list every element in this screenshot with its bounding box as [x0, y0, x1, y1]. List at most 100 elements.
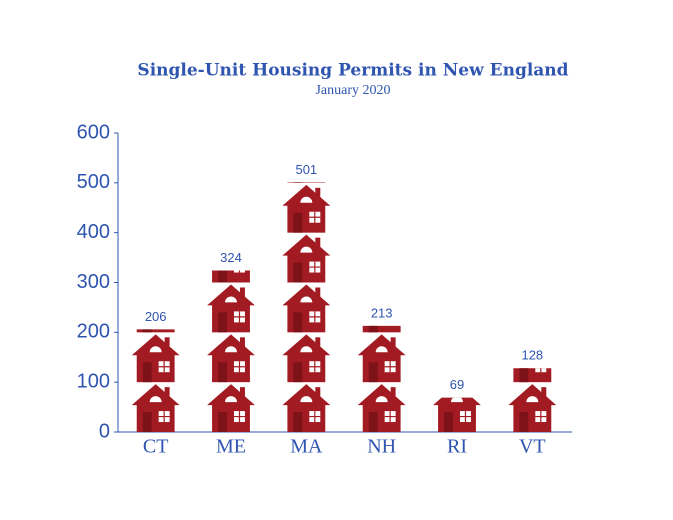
- value-label: 128: [521, 348, 543, 363]
- house-door: [142, 329, 152, 333]
- house-chimney: [541, 337, 546, 347]
- house-door: [142, 362, 152, 383]
- house-roof: [131, 384, 180, 406]
- house-chimney: [315, 287, 321, 298]
- house-chimney: [239, 337, 245, 348]
- house-roof: [282, 234, 331, 256]
- house-fan: [225, 346, 237, 353]
- house-roof: [282, 284, 331, 306]
- x-tick-label: CT: [143, 436, 169, 458]
- house-roof: [207, 284, 255, 306]
- house-chimney: [240, 238, 245, 248]
- house-roof: [508, 384, 557, 406]
- house-fan: [300, 346, 313, 353]
- house-fan: [225, 396, 237, 403]
- x-tick-label: ME: [216, 436, 246, 458]
- value-label: 324: [220, 250, 242, 265]
- house-door: [293, 362, 303, 383]
- house-fan: [149, 396, 162, 403]
- house-door: [444, 412, 454, 432]
- chart-subtitle: January 2020: [315, 83, 390, 98]
- house-roof: [282, 384, 331, 406]
- house-chimney: [164, 387, 170, 398]
- house-fan: [300, 296, 313, 303]
- house-fan: [526, 396, 539, 403]
- x-tick-label: RI: [447, 436, 467, 458]
- house-chimney: [466, 387, 471, 397]
- chart-title: Single-Unit Housing Permits in New Engla…: [137, 61, 568, 81]
- house-fan: [300, 147, 312, 153]
- house-fan: [149, 346, 162, 353]
- bar: [131, 284, 180, 432]
- value-label: 213: [371, 305, 393, 320]
- house-body: [287, 182, 326, 183]
- house-chimney: [315, 237, 321, 248]
- house-fan: [300, 396, 313, 403]
- house-door: [519, 412, 529, 432]
- house-chimney: [391, 287, 396, 297]
- house-door: [142, 412, 152, 432]
- house-body: [212, 270, 250, 283]
- house-fan: [300, 246, 313, 253]
- house-door: [293, 182, 303, 183]
- house-door: [368, 325, 378, 333]
- house-chimney: [315, 138, 320, 148]
- y-tick-label: 100: [77, 370, 110, 392]
- house-chimney: [239, 387, 245, 398]
- bar: [207, 238, 255, 432]
- house-roof: [282, 184, 331, 206]
- house-roof: [207, 384, 255, 406]
- house-chimney: [315, 337, 321, 348]
- house-door: [368, 362, 378, 383]
- house-chimney: [315, 387, 321, 398]
- house-door: [368, 412, 378, 432]
- house-roof: [357, 334, 406, 356]
- house-roof: [207, 334, 255, 356]
- house-door: [293, 262, 303, 283]
- value-label: 501: [295, 162, 317, 177]
- house-roof: [357, 384, 406, 406]
- house-chimney: [390, 337, 396, 348]
- x-tick-label: NH: [367, 436, 396, 458]
- y-tick-label: 300: [77, 271, 110, 293]
- y-tick-label: 500: [77, 171, 110, 193]
- house-door: [293, 212, 303, 233]
- y-tick-label: 200: [77, 321, 110, 343]
- house-chimney: [164, 337, 170, 348]
- house-fan: [376, 296, 388, 302]
- house-fan: [375, 396, 388, 403]
- house-door: [218, 270, 228, 283]
- house-door: [218, 312, 228, 333]
- house-roof: [132, 284, 180, 305]
- y-tick-label: 0: [99, 420, 110, 442]
- x-tick-label: VT: [519, 436, 546, 458]
- house-chimney: [390, 387, 396, 398]
- house-fan: [225, 296, 237, 303]
- value-label: 206: [145, 309, 167, 324]
- house-door: [293, 412, 303, 432]
- house-fan: [150, 296, 162, 302]
- house-chimney: [239, 287, 245, 298]
- house-door: [293, 312, 303, 333]
- house-fan: [451, 397, 463, 403]
- house-door: [519, 368, 529, 383]
- house-roof: [131, 334, 180, 356]
- y-tick-label: 400: [77, 221, 110, 243]
- house-roof: [282, 135, 330, 156]
- bar: [508, 337, 557, 432]
- house-roof: [358, 284, 406, 305]
- bar: [282, 135, 331, 432]
- house-body: [362, 325, 401, 333]
- house-chimney: [165, 287, 170, 297]
- value-label: 69: [450, 377, 464, 392]
- house-chimney: [315, 187, 321, 198]
- house-fan: [300, 196, 313, 203]
- house-fan: [375, 346, 388, 353]
- bar: [433, 387, 481, 432]
- bar: [357, 284, 406, 432]
- house-chimney: [541, 387, 547, 398]
- x-tick-label: MA: [290, 436, 323, 458]
- house-roof: [282, 334, 331, 356]
- house-body: [136, 329, 175, 333]
